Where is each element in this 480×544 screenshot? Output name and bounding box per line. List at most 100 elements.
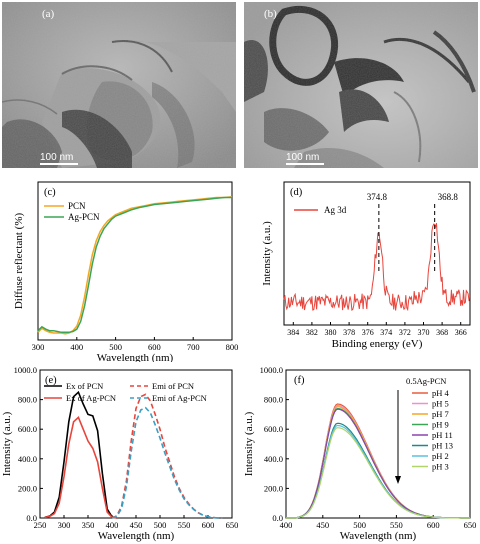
x-tick-label: 500	[154, 520, 167, 530]
scalebar-line-b	[286, 163, 324, 165]
x-tick-label: 370	[418, 328, 430, 337]
series-line-ag-3d	[283, 222, 470, 312]
x-tick-label: 600	[427, 520, 440, 530]
y-tick-label: 1000.0	[260, 365, 283, 375]
panel-label-a: (a)	[42, 8, 55, 20]
x-tick-label: 500	[109, 342, 122, 352]
x-axis-label: Wavelength (nm)	[97, 352, 174, 362]
series-line-ex-of-ag-pcn	[44, 416, 117, 519]
series-line-ex-of-pcn	[44, 390, 117, 519]
y-tick-label: 800.0	[264, 395, 283, 405]
series-line-ph-3	[286, 427, 470, 519]
chart-e: 250 300 350 400 450 500 550 600 650 0.0 200.0 400.0…	[0, 362, 240, 544]
y-axis-label: Intensity (a.u.)	[1, 411, 13, 476]
legend-label: pH 13	[432, 441, 453, 451]
x-tick-label: 550	[178, 520, 191, 530]
x-tick-label: 400	[70, 342, 83, 352]
x-tick-label: 450	[316, 520, 329, 530]
chart-c: 300 400 500 600 700 800 Wavelength (nm) Diffuse…	[0, 172, 240, 362]
legend-label: pH 2	[432, 451, 449, 461]
scalebar-line-a	[40, 163, 78, 165]
chart-d-svg: 384 382 380 378 376 374 372 370 368 366 Binding en…	[261, 181, 471, 350]
y-tick-label: 200.0	[18, 483, 37, 493]
x-tick-label: 650	[226, 520, 239, 530]
series-line-emi-of-ag-pcn	[111, 406, 223, 519]
y-axis-label: Diffuse reflectant (%)	[13, 213, 25, 310]
legend-label: Ag 3d	[324, 205, 347, 215]
panel-label: (d)	[290, 187, 303, 198]
plot-frame	[283, 181, 471, 326]
y-tick-label: 1000.0	[14, 365, 37, 375]
trend-arrow-head	[395, 476, 401, 484]
x-tick-label: 300	[32, 342, 45, 352]
scalebar-b: 100 nm	[286, 152, 324, 165]
y-tick-label: 400.0	[18, 454, 37, 464]
x-tick-label: 374	[380, 328, 392, 337]
x-axis-label: Binding energy (eV)	[332, 338, 423, 350]
chart-d: 384 382 380 378 376 374 372 370 368 366 Binding en…	[240, 172, 480, 362]
x-tick-label: 500	[353, 520, 366, 530]
legend-label: Emi of PCN	[152, 381, 194, 391]
legend-label: pH 3	[432, 462, 449, 472]
legend-label: PCN	[68, 201, 86, 211]
x-tick-label: 400	[106, 520, 119, 530]
chart-c-svg: 300 400 500 600 700 800 Wavelength (nm) Diffuse…	[13, 181, 239, 362]
tem-micrograph-a	[2, 2, 236, 168]
x-tick-label: 650	[464, 520, 477, 530]
panel-label-b: (b)	[264, 8, 277, 20]
y-axis-label: Intensity (a.u.)	[261, 221, 273, 286]
y-tick-label: 400.0	[264, 454, 283, 464]
y-axis-label: Intensity (a.u.)	[243, 411, 255, 476]
x-tick-label: 372	[399, 328, 411, 337]
legend-title: 0.5Ag-PCN	[406, 376, 446, 386]
plot-frame	[37, 181, 233, 341]
legend-label: pH 11	[432, 430, 453, 440]
legend-label: Ag-PCN	[68, 212, 100, 222]
scalebar-a: 100 nm	[40, 152, 78, 165]
x-tick-label: 350	[82, 520, 95, 530]
chart-f-svg: 400 450 500 550 600 650 0.0 200.0 400.0 600.0 800.…	[243, 365, 477, 542]
x-axis-label: Wavelength (nm)	[340, 530, 417, 542]
y-tick-label: 600.0	[264, 424, 283, 434]
tem-image-b: (b) 100 nm	[244, 2, 478, 168]
x-tick-label: 384	[287, 328, 299, 337]
y-tick-label: 800.0	[18, 395, 37, 405]
panel-label: (e)	[45, 375, 57, 386]
x-tick-label: 600	[148, 342, 161, 352]
legend-label: pH 9	[432, 420, 449, 430]
y-tick-label: 0.0	[26, 513, 37, 523]
legend-label: pH 4	[432, 388, 450, 398]
legend-label: pH 5	[432, 399, 449, 409]
scalebar-label-a: 100 nm	[40, 152, 74, 163]
x-tick-label: 376	[362, 328, 374, 337]
chart-e-svg: 250 300 350 400 450 500 550 600 650 0.0 200.0 400.0…	[1, 365, 239, 542]
legend-label: Ex of PCN	[66, 381, 103, 391]
peak-label-1: 374.8	[367, 192, 388, 202]
x-axis-label: Wavelength (nm)	[98, 530, 175, 542]
peak-label-2: 368.8	[438, 192, 459, 202]
y-tick-label: 600.0	[18, 424, 37, 434]
series-line-pcn	[37, 196, 233, 335]
scalebar-label-b: 100 nm	[286, 152, 320, 163]
x-tick-label: 368	[436, 328, 448, 337]
x-tick-label: 400	[280, 520, 293, 530]
x-tick-label: 450	[130, 520, 143, 530]
x-tick-label: 550	[390, 520, 403, 530]
tem-image-a: (a) 100 nm	[2, 2, 236, 168]
x-tick-label: 700	[187, 342, 200, 352]
panel-label: (c)	[44, 187, 56, 198]
x-tick-label: 250	[34, 520, 47, 530]
chart-f: 400 450 500 550 600 650 0.0 200.0 400.0 600.0 800.…	[240, 362, 480, 544]
x-tick-label: 600	[202, 520, 215, 530]
series-line-emi-of-pcn	[111, 393, 223, 519]
x-tick-label: 382	[306, 328, 318, 337]
x-tick-label: 300	[58, 520, 71, 530]
panel-label: (f)	[294, 375, 305, 386]
tem-micrograph-b	[244, 2, 478, 168]
series-line-ag-pcn	[37, 196, 232, 334]
x-tick-label: 800	[226, 342, 239, 352]
y-tick-label: 0.0	[272, 513, 283, 523]
x-tick-label: 378	[343, 328, 355, 337]
legend-label: pH 7	[432, 409, 449, 419]
legend-label: Emi of Ag-PCN	[152, 393, 207, 403]
